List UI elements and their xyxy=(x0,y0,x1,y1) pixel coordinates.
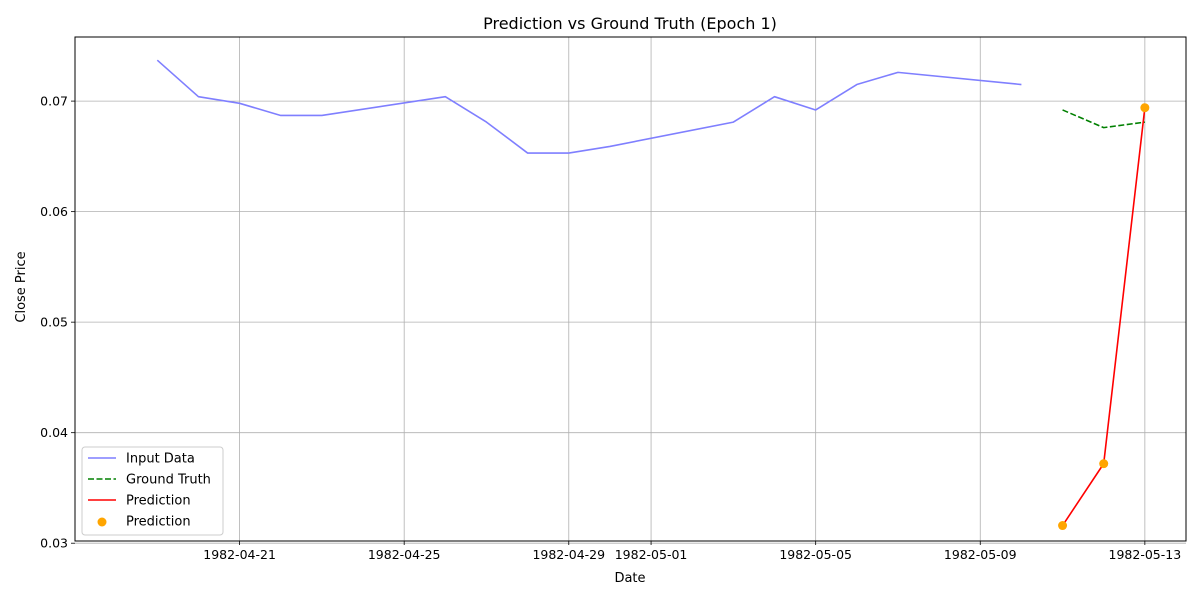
legend-label: Prediction xyxy=(126,515,191,530)
tick-layer: 1982-04-21 1982-04-25 1982-04-29 1982-05-01… xyxy=(40,94,1181,562)
ground-truth-line xyxy=(1062,109,1145,129)
y-tick-label: 0.07 xyxy=(40,94,68,109)
legend-box xyxy=(81,446,224,536)
prediction-point xyxy=(1099,459,1109,469)
y-axis-title: Close Price xyxy=(14,251,29,322)
plot-area-frame xyxy=(74,36,1187,542)
grid-layer xyxy=(75,37,1186,544)
legend: Input Data Ground Truth Prediction Predicti… xyxy=(81,446,224,536)
legend-swatch-prediction-marker xyxy=(97,517,107,527)
input-data-line xyxy=(156,59,1022,154)
prediction-point xyxy=(1058,521,1068,531)
y-tick-label: 0.06 xyxy=(40,204,68,219)
x-tick-label: 1982-05-05 xyxy=(779,547,852,562)
legend-label: Input Data xyxy=(126,452,195,467)
x-tick-label: 1982-05-13 xyxy=(1109,547,1182,562)
series-layer xyxy=(156,59,1150,531)
y-tick-label: 0.03 xyxy=(40,536,68,551)
prediction-point xyxy=(1140,103,1150,113)
x-tick-label: 1982-05-01 xyxy=(615,547,688,562)
x-axis-title: Date xyxy=(614,571,645,586)
x-tick-label: 1982-04-29 xyxy=(532,547,605,562)
x-tick-label: 1982-04-25 xyxy=(368,547,441,562)
legend-label: Prediction xyxy=(126,494,191,509)
chart-title: Prediction vs Ground Truth (Epoch 1) xyxy=(483,14,777,33)
x-tick-label: 1982-04-21 xyxy=(203,547,276,562)
legend-label: Ground Truth xyxy=(126,473,211,488)
y-tick-label: 0.05 xyxy=(40,315,68,330)
x-tick-label: 1982-05-09 xyxy=(944,547,1017,562)
y-tick-label: 0.04 xyxy=(40,425,68,440)
